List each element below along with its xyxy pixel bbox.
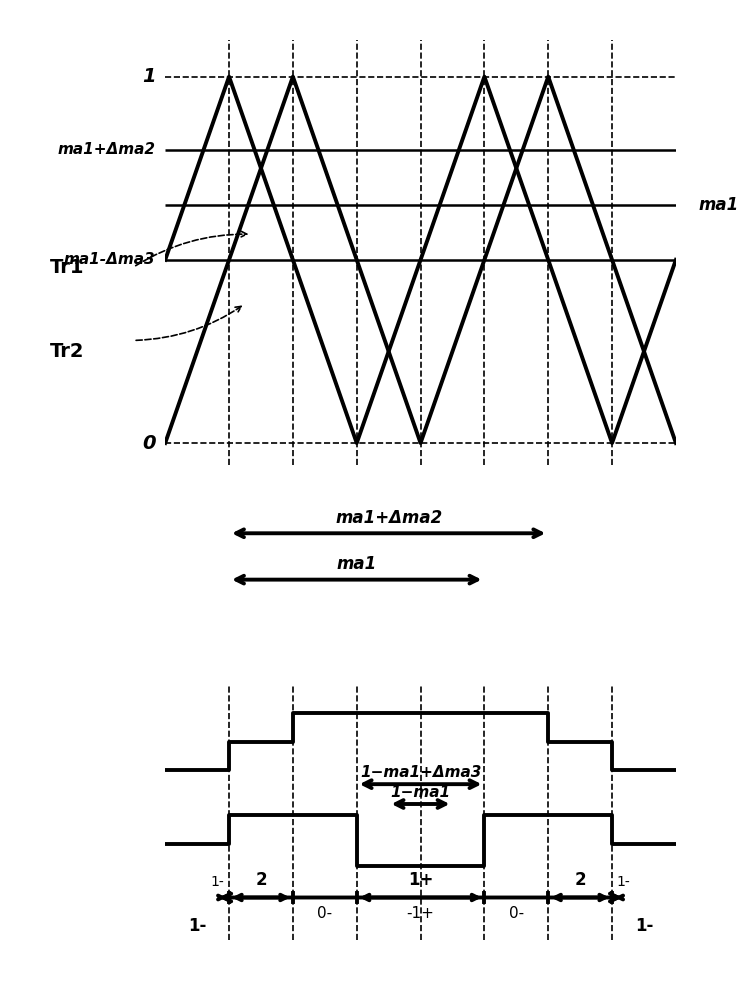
Text: ma1+Δma2: ma1+Δma2: [335, 509, 442, 527]
Text: 1+: 1+: [408, 871, 433, 889]
Text: ma1-Δma3: ma1-Δma3: [64, 252, 155, 267]
Text: 2: 2: [575, 871, 586, 889]
Text: 0-: 0-: [508, 906, 524, 921]
Text: 1-: 1-: [211, 875, 225, 889]
Text: ma1+Δma2: ma1+Δma2: [58, 142, 155, 157]
Text: ma1: ma1: [698, 196, 738, 214]
Text: 1: 1: [142, 67, 155, 86]
Text: 1-: 1-: [635, 917, 653, 935]
Text: -1+: -1+: [406, 906, 435, 921]
Text: 1−ma1: 1−ma1: [391, 785, 451, 800]
Text: 2: 2: [255, 871, 267, 889]
Text: 0: 0: [142, 434, 155, 453]
Text: 1−ma1+Δma3: 1−ma1+Δma3: [360, 765, 481, 780]
Text: 1-: 1-: [188, 917, 207, 935]
Text: 0-: 0-: [317, 906, 333, 921]
Text: ma1: ma1: [336, 555, 377, 573]
Text: Tr1: Tr1: [50, 258, 85, 277]
Text: Tr2: Tr2: [50, 342, 85, 361]
Text: 1-: 1-: [617, 875, 630, 889]
